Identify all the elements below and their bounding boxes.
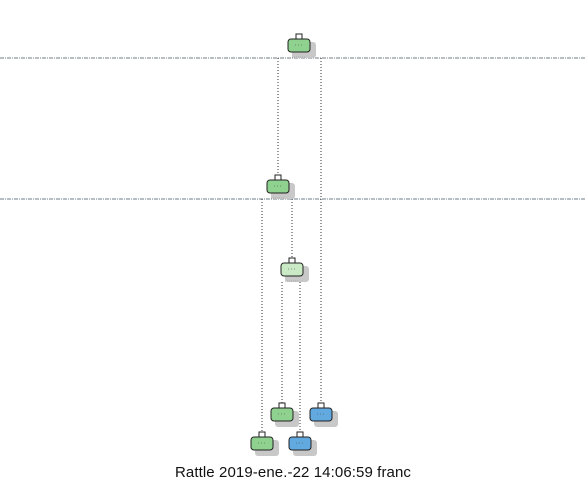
node-box: [288, 436, 312, 451]
node-box: [280, 262, 304, 277]
node-box: [309, 407, 333, 422]
tree-node-n2: [266, 174, 295, 199]
node-box: [250, 436, 274, 451]
tree-node-n7: [288, 431, 317, 456]
node-tab: [278, 402, 286, 409]
tree-node-n5: [309, 402, 338, 427]
node-tab: [317, 402, 325, 409]
node-box: [270, 407, 294, 422]
node-tab: [288, 257, 296, 264]
level-separators: [0, 57, 586, 200]
node-tab: [296, 431, 304, 438]
tree-edges: [261, 58, 322, 433]
tree-node-n3: [280, 257, 309, 282]
node-tab: [295, 33, 303, 40]
tree-nodes: [250, 33, 338, 456]
tree-node-n4: [270, 402, 299, 427]
node-box: [266, 179, 290, 194]
tree-node-n6: [250, 431, 279, 456]
node-tab: [274, 174, 282, 181]
node-box: [287, 38, 311, 53]
tree-node-n1: [287, 33, 316, 58]
node-tab: [258, 431, 266, 438]
footer-caption: Rattle 2019-ene.-22 14:06:59 franc: [174, 464, 412, 481]
